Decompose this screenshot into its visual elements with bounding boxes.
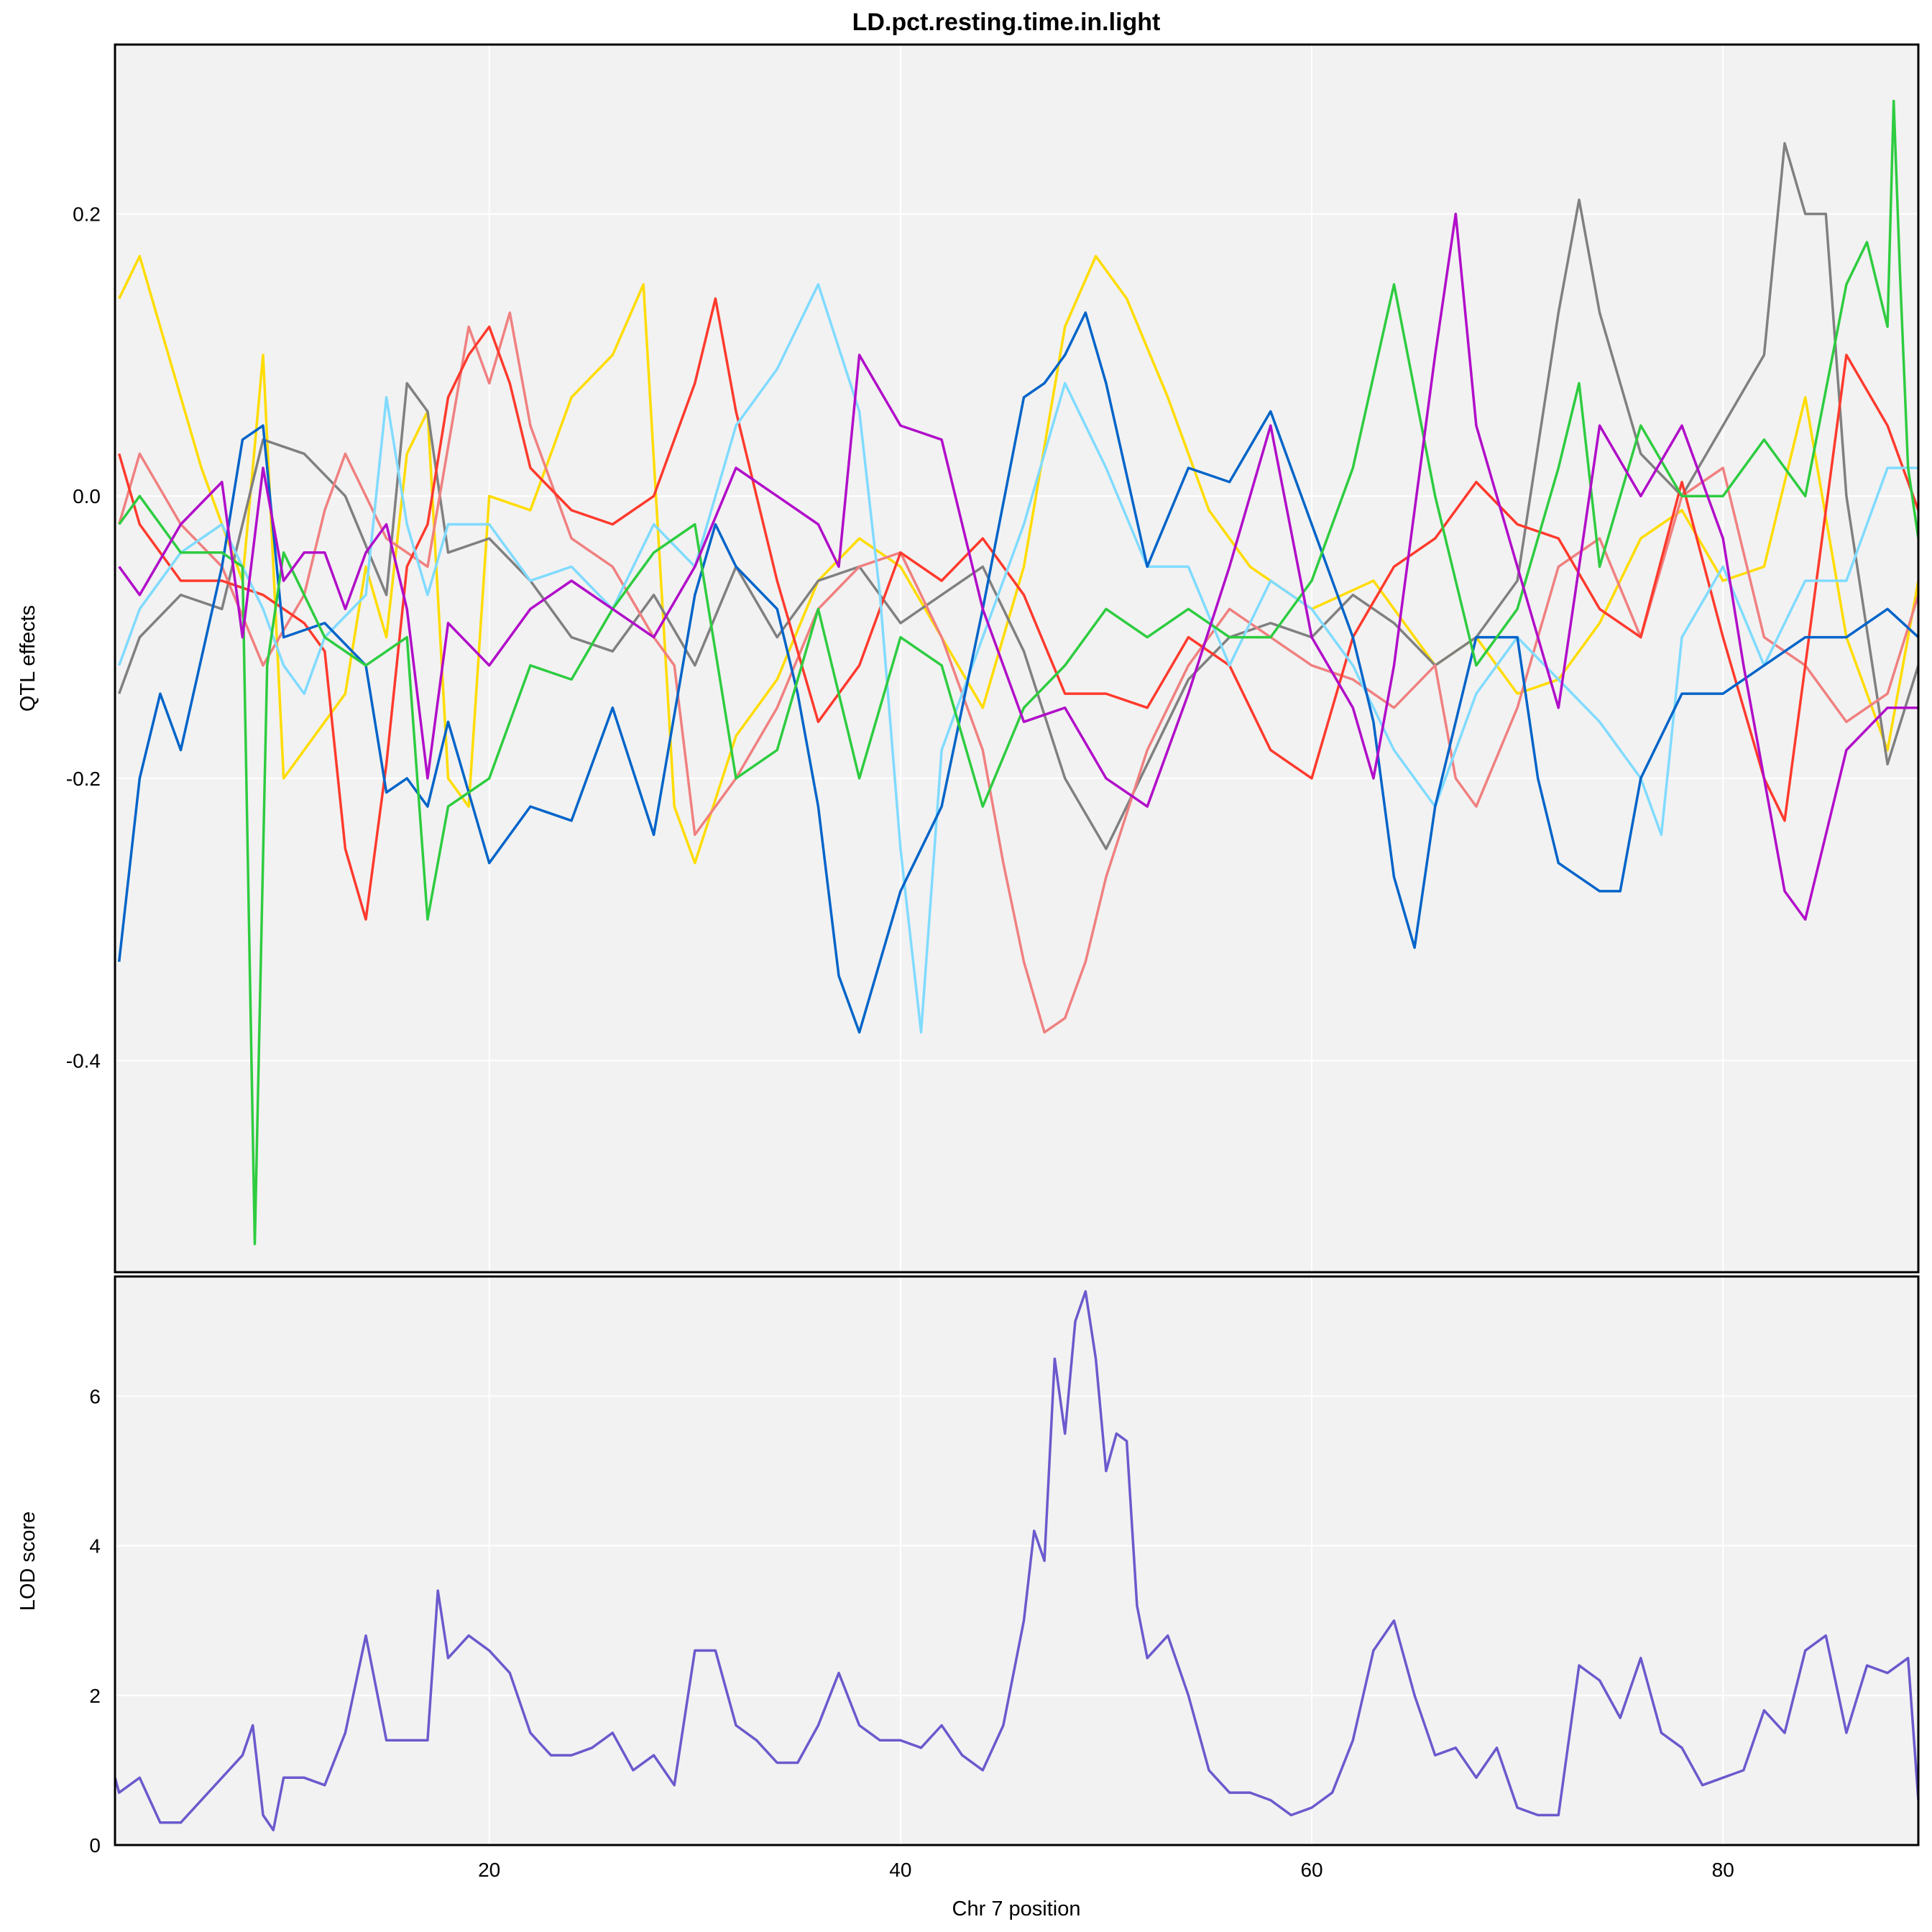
y-tick-label: 4 <box>89 1535 101 1558</box>
effects-lines <box>117 99 1920 1246</box>
lod-panel: 0 2 4 6 20 40 60 80 LOD score Chr 7 position <box>17 1275 1920 1920</box>
effects-panel: -0.4 -0.2 0.0 0.2 QTL effects <box>17 43 1920 1274</box>
x-tick-label: 40 <box>889 1859 911 1881</box>
y-tick-label: 0.0 <box>73 485 101 507</box>
effects-panel-border <box>114 43 1920 1274</box>
lod-x-ticks: 20 40 60 80 <box>478 1859 1734 1881</box>
y-tick-label: 6 <box>89 1386 101 1408</box>
series-line-6 <box>118 99 1920 1246</box>
series-line-3 <box>118 297 1920 921</box>
y-tick-label: -0.4 <box>66 1050 101 1072</box>
effects-grid <box>115 45 1918 1272</box>
lod-lines <box>114 1290 1920 1831</box>
x-tick-label: 60 <box>1300 1859 1322 1881</box>
y-tick-label: 0 <box>89 1834 101 1857</box>
lod-y-axis-label: LOD score <box>17 1512 40 1611</box>
series-line-2 <box>118 311 1920 1034</box>
x-axis-label: Chr 7 position <box>952 1898 1081 1920</box>
lod-panel-background <box>115 1276 1918 1845</box>
y-tick-label: -0.2 <box>66 768 101 790</box>
y-tick-label: 2 <box>89 1685 101 1707</box>
x-tick-label: 20 <box>478 1859 500 1881</box>
series-line-0 <box>114 1290 1920 1831</box>
x-tick-label: 80 <box>1712 1859 1734 1881</box>
series-line-7 <box>118 212 1918 921</box>
lod-panel-border <box>114 1275 1920 1846</box>
series-line-4 <box>118 282 1918 1034</box>
effects-y-ticks: -0.4 -0.2 0.0 0.2 <box>66 203 101 1072</box>
effects-y-axis-label: QTL effects <box>17 605 40 712</box>
lod-y-ticks: 0 2 4 6 <box>89 1386 101 1857</box>
chart-title: LD.pct.resting.time.in.light <box>852 9 1161 36</box>
effects-panel-background <box>115 45 1918 1272</box>
y-tick-label: 0.2 <box>73 203 101 226</box>
